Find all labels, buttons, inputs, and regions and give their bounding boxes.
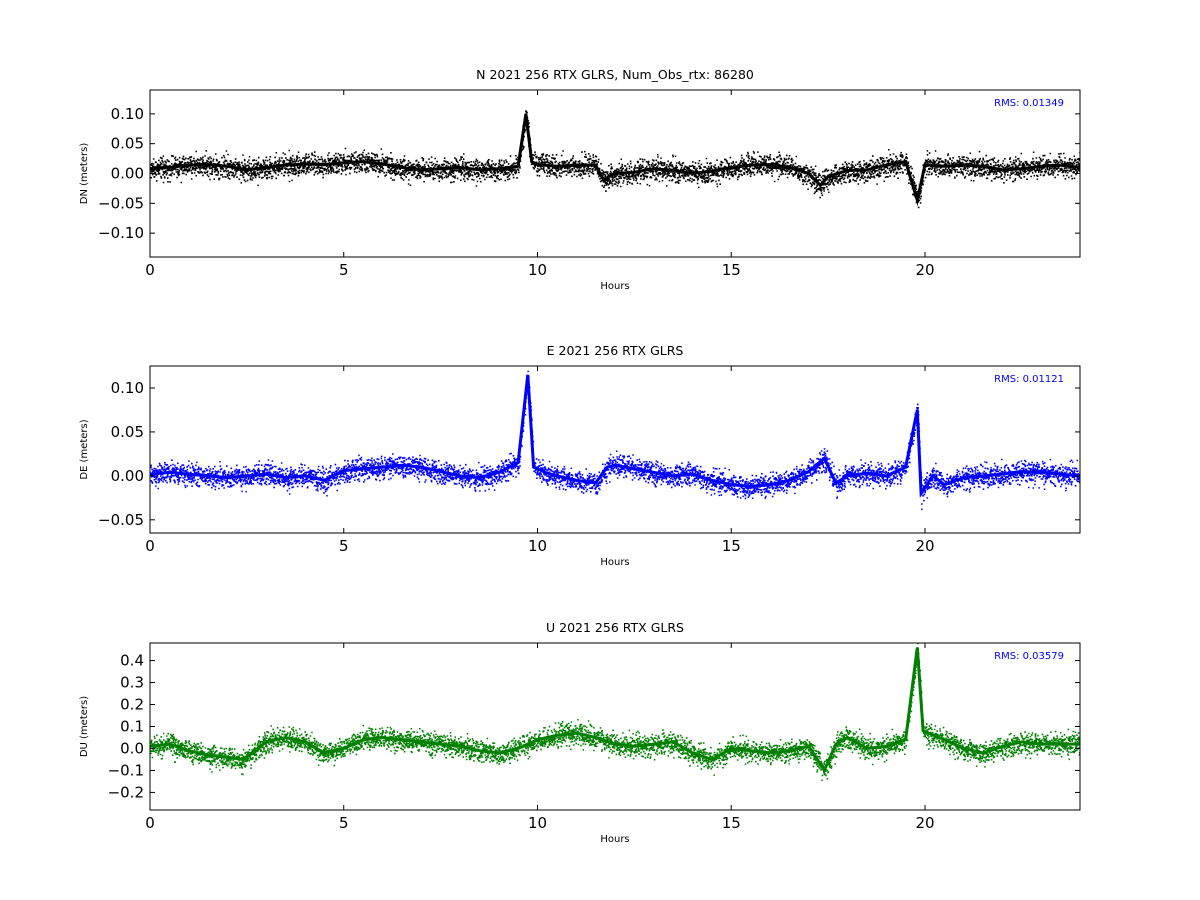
data-series-0 (150, 370, 1080, 510)
data-series-trend-0 (150, 374, 1080, 499)
data-series-0 (150, 643, 1080, 781)
x-axis-label: Hours (600, 834, 629, 845)
x-tick-label: 0 (145, 537, 155, 555)
x-tick-label: 5 (339, 814, 349, 832)
y-tick-label: 0.1 (120, 718, 144, 736)
y-tick-label: −0.05 (98, 194, 144, 212)
chart-panel-0: N 2021 256 RTX GLRS, Num_Obs_rtx: 86280 0… (79, 67, 1081, 292)
y-tick-label: 0.05 (111, 423, 144, 441)
y-tick-label: 0.0 (120, 739, 144, 757)
y-tick-label: 0.00 (111, 165, 144, 183)
y-axis-label: DU (meters) (79, 696, 90, 757)
y-tick-label: −0.10 (98, 224, 144, 242)
y-tick-label: −0.05 (98, 511, 144, 529)
plot-frame (149, 365, 1081, 534)
y-tick-label: 0.4 (120, 652, 144, 670)
x-tick-label: 15 (722, 261, 741, 279)
y-tick-label: 0.10 (111, 379, 144, 397)
data-series-trend-0 (150, 647, 1080, 774)
data-series-0 (150, 110, 1080, 209)
x-tick-label: 20 (915, 814, 934, 832)
x-axis-label: Hours (600, 557, 629, 568)
x-tick-label: 20 (915, 261, 934, 279)
x-tick-label: 15 (722, 814, 741, 832)
chart-title: E 2021 256 RTX GLRS (547, 343, 684, 358)
x-tick-label: 15 (722, 537, 741, 555)
chart-title: N 2021 256 RTX GLRS, Num_Obs_rtx: 86280 (476, 67, 754, 82)
y-tick-label: 0.05 (111, 135, 144, 153)
y-tick-label: 0.10 (111, 105, 144, 123)
chart-panel-1: E 2021 256 RTX GLRS 0 5 10 15 20 −0.05 0.00 0.05… (79, 343, 1081, 568)
data-series-trend-0 (150, 113, 1080, 207)
rms-annotation: RMS: 0.01349 (994, 98, 1064, 109)
x-tick-label: 5 (339, 537, 349, 555)
y-tick-label: −0.2 (108, 783, 144, 801)
y-tick-label: 0.00 (111, 467, 144, 485)
y-tick-label: −0.1 (108, 761, 144, 779)
x-tick-label: 10 (528, 261, 547, 279)
rms-annotation: RMS: 0.01121 (994, 374, 1064, 385)
x-tick-label: 0 (145, 261, 155, 279)
y-tick-label: 0.3 (120, 674, 144, 692)
y-axis-label: DE (meters) (79, 419, 90, 479)
x-tick-label: 0 (145, 814, 155, 832)
x-tick-label: 10 (528, 814, 547, 832)
x-tick-label: 5 (339, 261, 349, 279)
chart-title: U 2021 256 RTX GLRS (546, 620, 684, 635)
x-axis-label: Hours (600, 281, 629, 292)
x-tick-label: 20 (915, 537, 934, 555)
y-axis-label: DN (meters) (79, 143, 90, 205)
chart-panel-2: U 2021 256 RTX GLRS 0 5 10 15 20 −0.2 −0.1 0.0 0.… (79, 620, 1081, 845)
y-tick-label: 0.2 (120, 696, 144, 714)
x-tick-label: 10 (528, 537, 547, 555)
rms-annotation: RMS: 0.03579 (994, 651, 1064, 662)
